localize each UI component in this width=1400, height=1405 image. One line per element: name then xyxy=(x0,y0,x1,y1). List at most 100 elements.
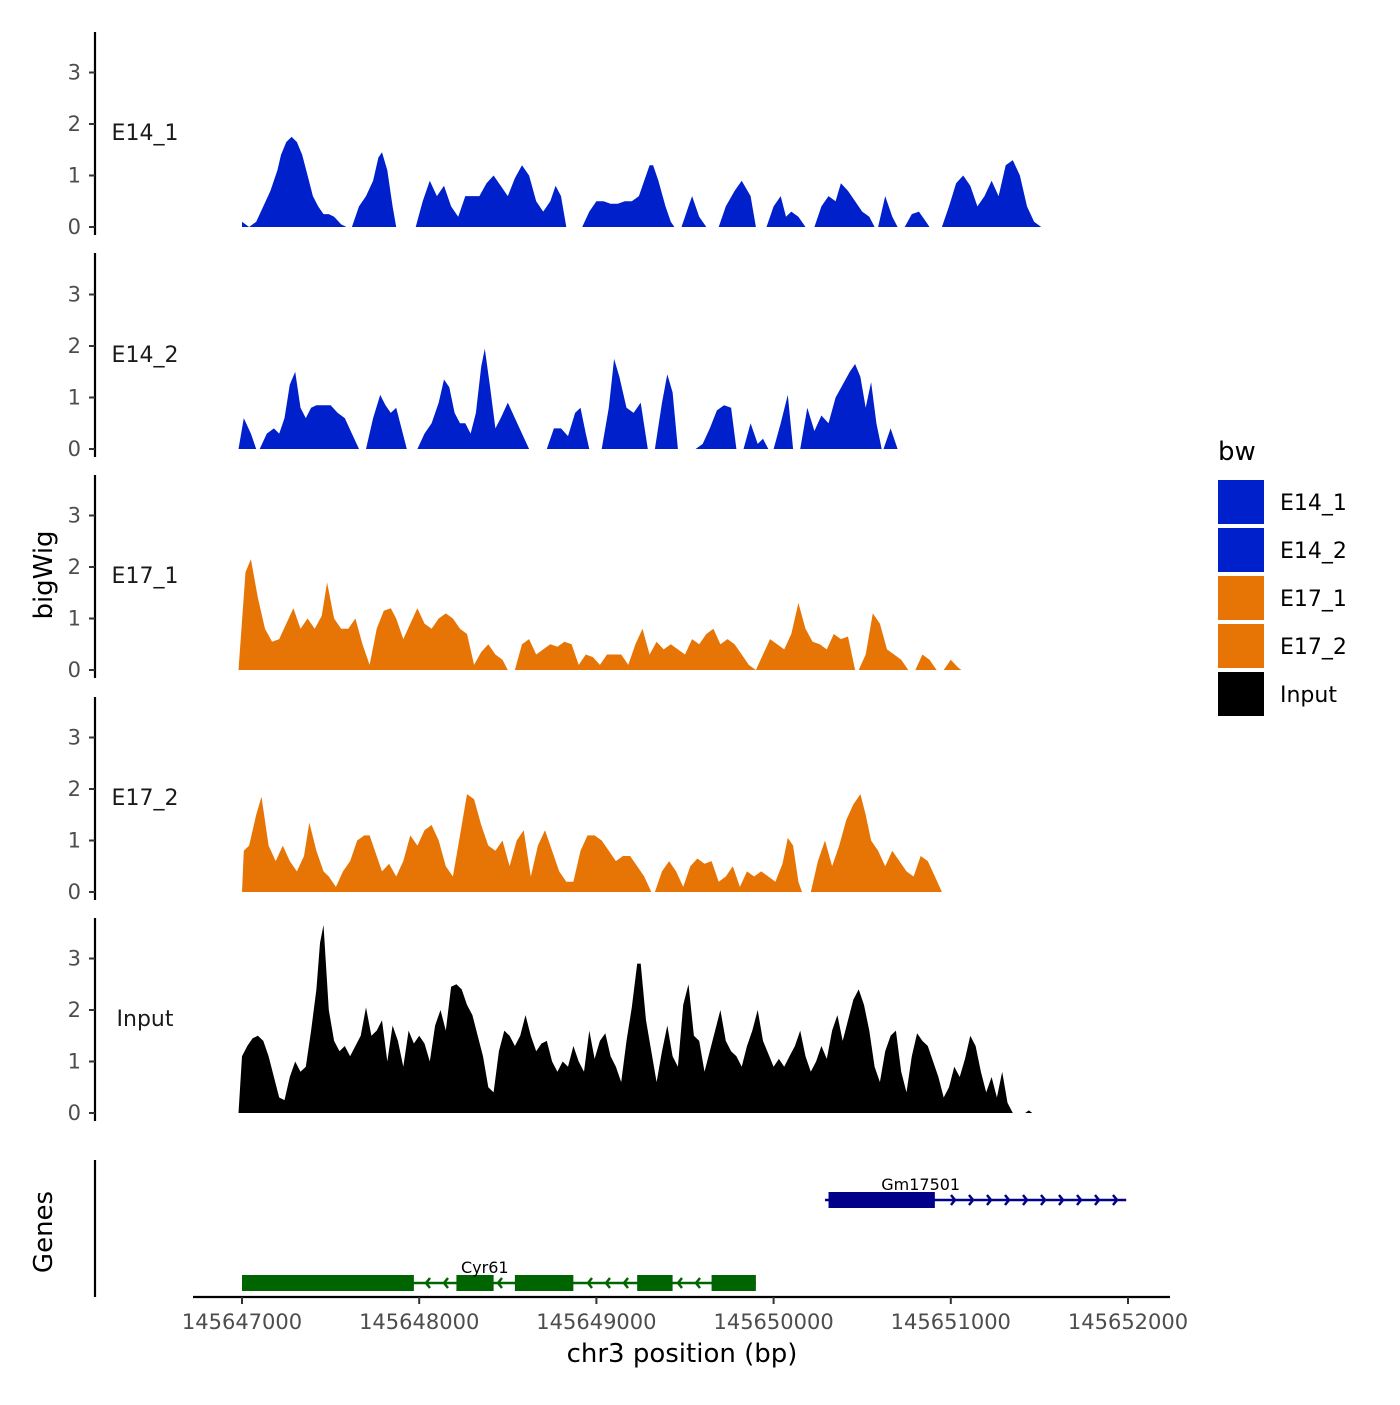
gene-label-cyr61: Cyr61 xyxy=(461,1258,509,1277)
legend-item-e17-1: E17_1 xyxy=(1218,576,1347,620)
legend-label-e14-1: E14_1 xyxy=(1280,491,1347,516)
area-e14-1-8 xyxy=(878,196,898,227)
area-e14-2-9 xyxy=(773,394,794,449)
gene-strand-arrow-gm17501 xyxy=(1112,1194,1119,1206)
gene-strand-arrow-cyr61 xyxy=(586,1277,593,1289)
gene-strand-arrow-gm17501 xyxy=(1058,1194,1065,1206)
gene-exon-cyr61-2 xyxy=(514,1275,574,1291)
x-tick-label-145649000: 145649000 xyxy=(536,1310,656,1334)
gene-exon-cyr61-0 xyxy=(242,1275,414,1291)
y-tick-label-e17-2-3: 3 xyxy=(68,726,81,750)
gene-strand-arrow-gm17501 xyxy=(1076,1194,1083,1206)
area-e14-1-6 xyxy=(766,196,806,227)
track-e17-2: 0 1 2 3 E17_2 xyxy=(68,697,942,904)
gene-strand-arrow-cyr61 xyxy=(604,1277,611,1289)
track-input: 0 1 2 3 Input xyxy=(68,918,1033,1125)
y-tick-label-e17-1-3: 3 xyxy=(68,504,81,528)
legend-label-input: Input xyxy=(1280,683,1337,708)
y-tick-label-e17-1-1: 1 xyxy=(68,607,81,631)
gene-strand-arrow-cyr61 xyxy=(424,1277,431,1289)
legend-swatch-e17-1 xyxy=(1218,576,1264,620)
gene-strand-arrow-gm17501 xyxy=(950,1194,957,1206)
area-e17-1-3 xyxy=(915,654,937,670)
area-input-0 xyxy=(238,925,1013,1113)
gene-strand-arrow-gm17501 xyxy=(1004,1194,1011,1206)
y-tick-label-e14-1-1: 1 xyxy=(68,164,81,188)
y-tick-label-e17-1-2: 2 xyxy=(68,555,81,579)
gene-strand-arrow-cyr61 xyxy=(622,1277,629,1289)
y-tick-label-e17-1-0: 0 xyxy=(68,658,81,682)
area-e14-1-3 xyxy=(582,165,675,227)
gene-strand-arrow-gm17501 xyxy=(1022,1194,1029,1206)
legend-item-input: Input xyxy=(1218,672,1337,716)
track-label-e14-2: E14_2 xyxy=(112,343,179,368)
y-tick-label-e14-2-0: 0 xyxy=(68,437,81,461)
gene-strand-arrow-gm17501 xyxy=(986,1194,993,1206)
gene-label-gm17501: Gm17501 xyxy=(881,1175,960,1194)
gene-strand-arrow-cyr61 xyxy=(694,1277,701,1289)
gene-cyr61: Cyr61 xyxy=(242,1258,756,1291)
legend-item-e17-2: E17_2 xyxy=(1218,624,1347,668)
area-e14-2-0 xyxy=(238,418,257,449)
area-e17-1-1 xyxy=(514,603,856,670)
track-e14-2: 0 1 2 3 E14_2 xyxy=(68,253,898,461)
y-tick-label-e14-2-3: 3 xyxy=(68,283,81,307)
track-label-e17-2: E17_2 xyxy=(112,786,179,811)
area-e17-2-1 xyxy=(654,837,802,892)
area-e14-2-10 xyxy=(800,364,882,449)
gene-strand-arrow-cyr61 xyxy=(676,1277,683,1289)
area-e17-1-4 xyxy=(943,659,962,670)
legend-item-e14-2: E14_2 xyxy=(1218,528,1347,572)
y-tick-label-e17-2-1: 1 xyxy=(68,829,81,853)
y-tick-label-input-2: 2 xyxy=(68,998,81,1022)
area-e14-1-4 xyxy=(681,196,707,227)
track-e17-1: 0 1 2 3 E17_1 xyxy=(68,475,962,682)
y-tick-label-e14-1-0: 0 xyxy=(68,215,81,239)
legend-label-e17-1: E17_1 xyxy=(1280,587,1347,612)
y-tick-label-input-1: 1 xyxy=(68,1050,81,1074)
area-input-1 xyxy=(1025,1110,1033,1113)
gene-strand-arrow-cyr61 xyxy=(496,1277,503,1289)
y-tick-label-input-3: 3 xyxy=(68,947,81,971)
x-axis-title: chr3 position (bp) xyxy=(567,1339,798,1369)
x-axis: 145647000 145648000 145649000 145650000 1456… xyxy=(182,1295,1188,1334)
area-e14-2-11 xyxy=(883,428,898,449)
gene-track: Cyr61 Gm17501 xyxy=(93,1160,1127,1297)
legend-swatch-e14-2 xyxy=(1218,528,1264,572)
y-tick-label-e14-1-3: 3 xyxy=(68,61,81,85)
area-e14-2-3 xyxy=(417,348,530,449)
gene-exon-gm17501-0 xyxy=(828,1192,935,1208)
legend-swatch-input xyxy=(1218,672,1264,716)
x-tick-label-145648000: 145648000 xyxy=(359,1310,479,1334)
legend: bw E14_1 E14_2 E17_1 E17_2 Input xyxy=(1218,437,1347,716)
y-tick-label-e17-2-0: 0 xyxy=(68,880,81,904)
track-label-input: Input xyxy=(117,1007,174,1032)
y-tick-label-e14-2-2: 2 xyxy=(68,334,81,358)
track-label-e14-1: E14_1 xyxy=(112,121,179,146)
y-tick-label-e14-1-2: 2 xyxy=(68,112,81,136)
x-tick-label-145651000: 145651000 xyxy=(891,1310,1011,1334)
x-tick-label-145650000: 145650000 xyxy=(713,1310,833,1334)
gene-gm17501: Gm17501 xyxy=(824,1175,1127,1208)
y-axis-title: bigWig xyxy=(29,530,59,619)
y-tick-label-e17-2-2: 2 xyxy=(68,777,81,801)
area-e14-1-7 xyxy=(814,183,875,227)
area-e14-2-2 xyxy=(366,394,407,449)
area-e14-2-6 xyxy=(654,374,678,449)
gene-strand-arrow-gm17501 xyxy=(1040,1194,1047,1206)
area-e14-2-8 xyxy=(743,423,769,449)
area-e14-2-4 xyxy=(546,407,590,449)
area-e14-2-7 xyxy=(695,405,737,449)
track-e14-1: 0 1 2 3 E14_1 xyxy=(68,32,1042,239)
y-tick-label-e14-2-1: 1 xyxy=(68,386,81,410)
x-tick-label-145652000: 145652000 xyxy=(1068,1310,1188,1334)
gene-strand-arrow-gm17501 xyxy=(968,1194,975,1206)
area-e17-2-2 xyxy=(810,794,942,892)
legend-title: bw xyxy=(1218,437,1256,467)
gene-exon-cyr61-4 xyxy=(711,1275,756,1291)
gene-exon-cyr61-1 xyxy=(456,1275,494,1291)
area-e14-1-1 xyxy=(351,152,397,227)
